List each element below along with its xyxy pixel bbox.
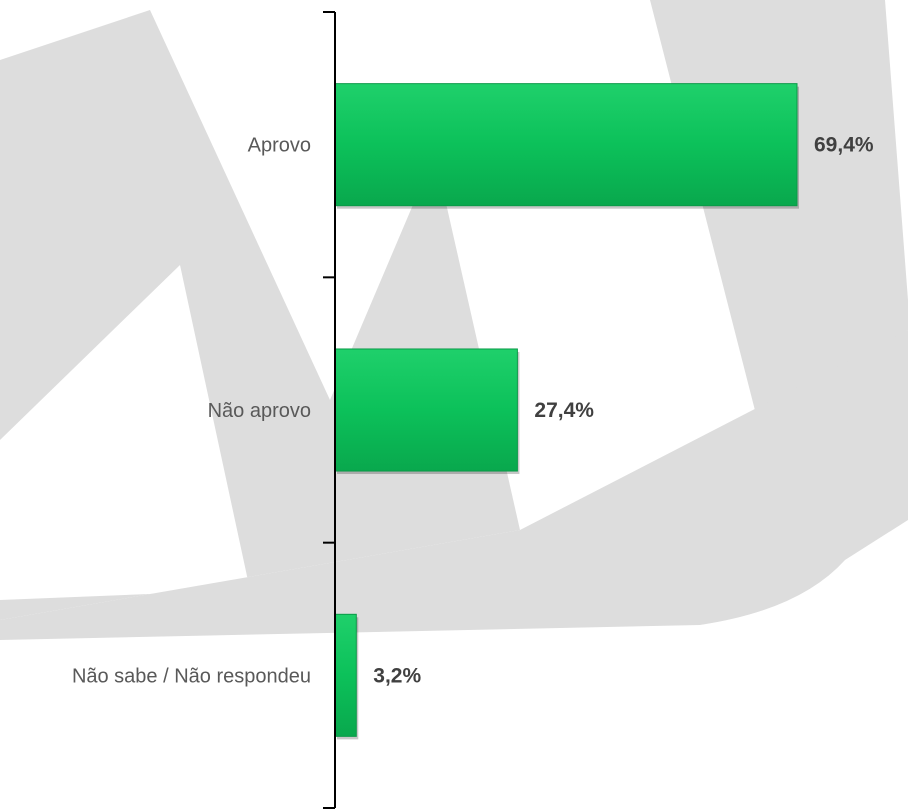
bar	[334, 348, 518, 472]
value-labels: 69,4% 27,4% 3,2%	[373, 134, 874, 688]
bar	[334, 613, 357, 737]
watermark-band	[0, 330, 908, 640]
data-label: 27,4%	[534, 399, 594, 422]
y-axis	[323, 11, 336, 809]
bar	[334, 83, 798, 207]
bars-group	[334, 83, 799, 740]
category-label: Não sabe / Não respondeu	[72, 665, 311, 687]
data-label: 69,4%	[814, 134, 874, 157]
data-label: 3,2%	[373, 664, 421, 687]
category-labels: Aprovo Não aprovo Não sabe / Não respondeu	[72, 135, 311, 688]
category-label: Não aprovo	[208, 400, 311, 422]
category-label: Aprovo	[248, 135, 311, 157]
watermark-cutout-left	[0, 265, 250, 600]
